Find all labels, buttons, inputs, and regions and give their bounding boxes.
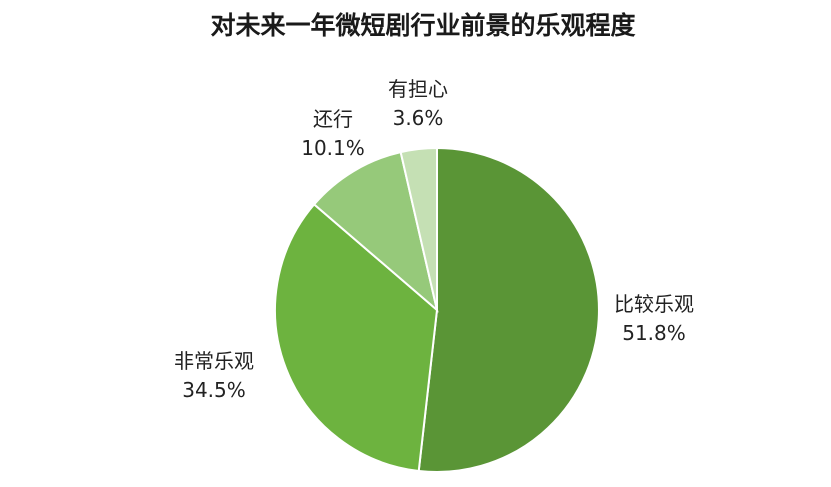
slice-feichang-leguan <box>274 202 439 473</box>
chart-title: 对未来一年微短剧行业前景的乐观程度 <box>210 11 635 40</box>
slice-category-label: 有担心 <box>388 77 448 101</box>
slice-haixing <box>312 150 439 313</box>
pie-slices <box>274 146 600 473</box>
slice-category-label: 还行 <box>313 107 353 131</box>
slice-value-label: 10.1% <box>301 136 365 160</box>
slice-value-label: 3.6% <box>393 106 444 130</box>
slice-value-label: 34.5% <box>182 378 246 402</box>
slice-bijiao-leguan <box>417 146 600 473</box>
slice-category-label: 比较乐观 <box>614 292 694 316</box>
slice-category-label: 非常乐观 <box>174 349 254 373</box>
slice-you-danxin <box>399 146 438 311</box>
slice-labels: 比较乐观 51.8% 非常乐观 34.5% 还行 10.1% 有担心 3.6% <box>174 77 694 402</box>
slice-value-label: 51.8% <box>622 321 686 345</box>
